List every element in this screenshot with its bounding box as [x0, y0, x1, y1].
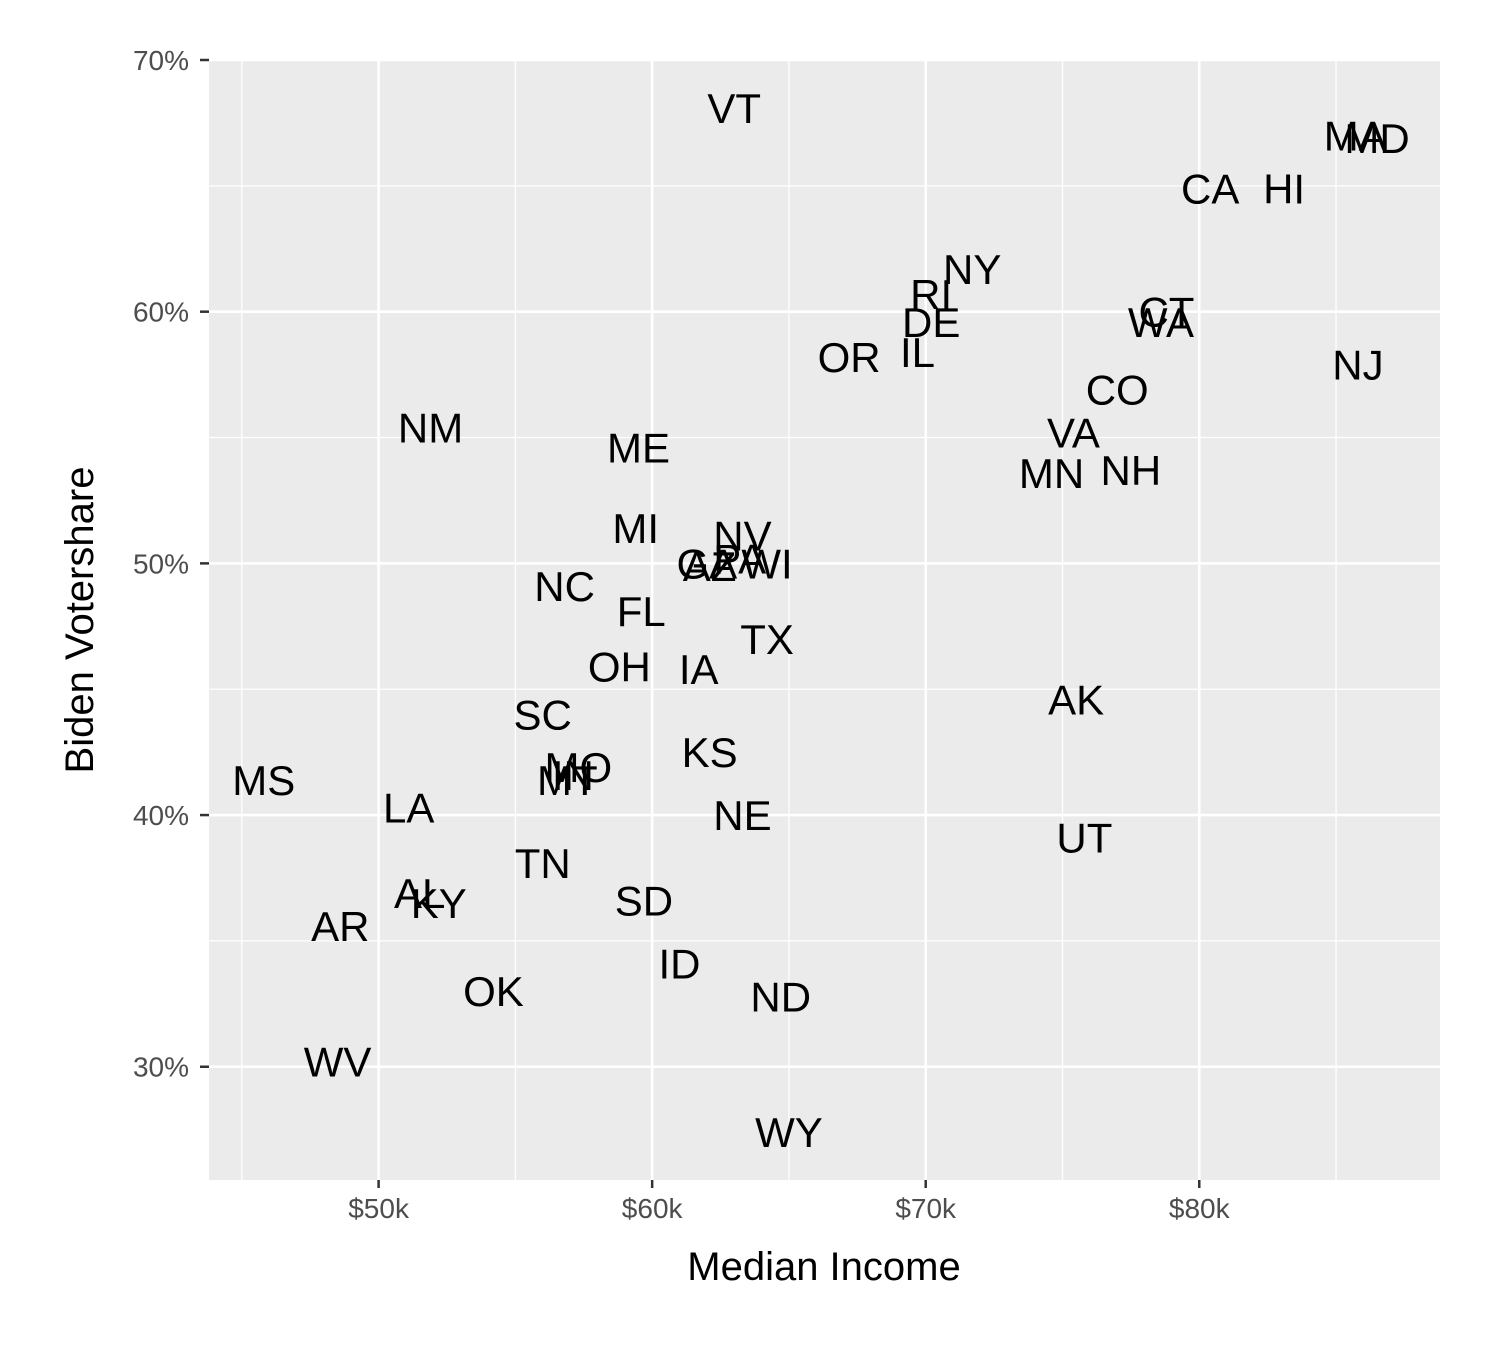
point-label-mn: MN	[1019, 450, 1084, 497]
point-label-de: DE	[902, 299, 960, 346]
point-label-ak: AK	[1048, 676, 1104, 723]
point-label-az: AZ	[683, 543, 737, 590]
point-label-ga: GA	[677, 540, 738, 587]
point-label-ny: NY	[943, 246, 1001, 293]
point-label-ne: NE	[713, 792, 771, 839]
x-tick-label: $50k	[348, 1193, 410, 1224]
point-label-sc: SC	[514, 691, 572, 738]
point-label-id: ID	[659, 941, 701, 988]
point-label-tn: TN	[515, 840, 571, 887]
point-label-wi: WI	[741, 540, 792, 587]
point-label-va: VA	[1047, 409, 1100, 456]
point-label-vt: VT	[707, 85, 761, 132]
point-label-la: LA	[383, 785, 434, 832]
point-label-ar: AR	[311, 903, 369, 950]
point-label-ky: KY	[411, 880, 467, 927]
point-label-ut: UT	[1056, 815, 1112, 862]
point-label-nj: NJ	[1332, 342, 1383, 389]
point-label-pa: PA	[713, 535, 766, 582]
y-tick-label: 50%	[133, 548, 189, 579]
x-tick-label: $70k	[895, 1193, 957, 1224]
point-label-me: ME	[607, 425, 670, 472]
panel-background	[209, 60, 1440, 1180]
point-label-nd: ND	[750, 973, 811, 1020]
x-axis-title: Median Income	[687, 1245, 960, 1289]
x-tick-label: $60k	[622, 1193, 684, 1224]
point-label-il: IL	[900, 329, 935, 376]
point-label-ks: KS	[682, 729, 738, 776]
point-label-ca: CA	[1181, 165, 1239, 212]
x-tick-label: $80k	[1169, 1193, 1231, 1224]
point-label-oh: OH	[588, 644, 651, 691]
point-label-tx: TX	[740, 616, 794, 663]
point-label-ms: MS	[232, 757, 295, 804]
axis-ticks	[200, 58, 1201, 1188]
point-label-hi: HI	[1263, 165, 1305, 212]
point-label-ct: CT	[1138, 289, 1194, 336]
point-label-or: OR	[818, 334, 881, 381]
point-label-mo: MO	[544, 744, 612, 791]
y-tick-label: 70%	[133, 45, 189, 76]
point-label-mi: MI	[612, 505, 659, 552]
y-tick-label: 30%	[133, 1052, 189, 1083]
point-label-nv: NV	[713, 513, 771, 560]
point-label-co: CO	[1086, 367, 1149, 414]
point-label-in: IN	[552, 752, 594, 799]
point-label-ma: MA	[1324, 113, 1387, 160]
y-tick-label: 60%	[133, 297, 189, 328]
point-label-wy: WY	[755, 1109, 823, 1156]
point-label-mt: MT	[537, 757, 598, 804]
y-tick-label: 40%	[133, 800, 189, 831]
point-label-sd: SD	[615, 878, 673, 925]
point-label-ok: OK	[463, 968, 524, 1015]
y-axis-title: Biden Votershare	[58, 467, 102, 774]
point-label-ri: RI	[910, 271, 952, 318]
point-label-md: MD	[1344, 115, 1409, 162]
point-label-wa: WA	[1128, 299, 1194, 346]
major-gridlines	[209, 58, 1440, 1180]
minor-gridlines	[209, 60, 1440, 1180]
point-label-nm: NM	[398, 404, 463, 451]
point-label-fl: FL	[617, 588, 666, 635]
point-label-nc: NC	[534, 563, 595, 610]
tick-labels: $50k $60k $70k $80k 30% 40% 50% 60% 70%	[133, 45, 1231, 1224]
point-label-ia: IA	[679, 646, 719, 693]
point-label-wv: WV	[304, 1039, 372, 1086]
point-label-al: AL	[394, 870, 445, 917]
point-label-nh: NH	[1101, 447, 1162, 494]
